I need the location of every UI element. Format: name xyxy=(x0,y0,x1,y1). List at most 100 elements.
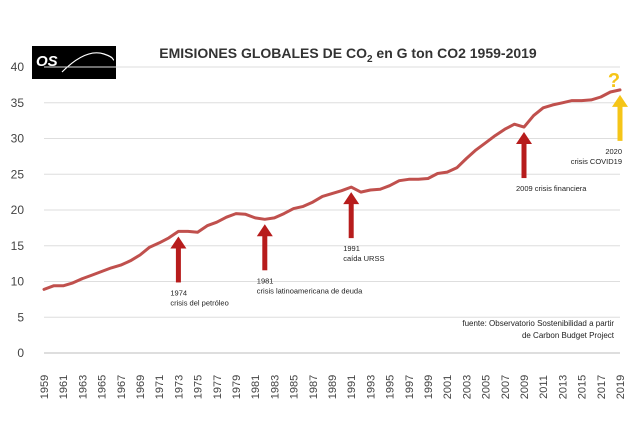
data-point xyxy=(43,288,45,290)
x-tick-label: 2005 xyxy=(481,375,493,399)
data-point xyxy=(293,208,295,210)
data-point xyxy=(590,99,592,101)
annotation-label: crisis del petróleo xyxy=(170,298,228,307)
arrow-head-icon xyxy=(516,132,532,145)
data-point xyxy=(427,177,429,180)
y-tick-label: 15 xyxy=(11,239,25,253)
data-point xyxy=(389,185,391,187)
x-tick-label: 1981 xyxy=(250,375,262,399)
annotation-label: crisis COVID19 xyxy=(571,157,622,166)
x-tick-label: 2015 xyxy=(577,375,589,399)
data-point xyxy=(283,213,285,215)
data-point xyxy=(360,191,362,193)
data-point xyxy=(600,96,602,98)
y-tick-label: 5 xyxy=(17,310,24,324)
y-axis-ticks: 0 5 10 15 20 25 30 35 40 xyxy=(11,60,25,360)
data-point xyxy=(206,225,208,227)
series-layer xyxy=(42,88,622,291)
data-point xyxy=(101,270,103,273)
x-tick-label: 1967 xyxy=(116,375,128,399)
data-point xyxy=(446,171,448,173)
source-note: fuente: Observatorio Sostenibilidad a pa… xyxy=(462,319,614,340)
data-point xyxy=(139,254,141,256)
x-tick-label: 1959 xyxy=(39,375,51,399)
data-point xyxy=(533,115,535,117)
os-logo: OS xyxy=(32,46,116,79)
x-tick-label: 2017 xyxy=(596,375,608,399)
source-line-1: fuente: Observatorio Sostenibilidad a pa… xyxy=(462,319,614,328)
x-tick-label: 1991 xyxy=(346,375,358,399)
x-tick-label: 1969 xyxy=(135,375,147,399)
title-prefix: EMISIONES GLOBALES DE CO xyxy=(159,45,367,61)
data-point xyxy=(408,178,410,180)
data-point xyxy=(465,157,467,160)
data-point xyxy=(53,285,55,287)
annotation-label: caída URSS xyxy=(343,254,384,263)
data-point xyxy=(245,213,247,215)
annotation-label: 2020 xyxy=(605,147,622,156)
x-tick-label: 2009 xyxy=(519,375,531,399)
x-tick-label: 1989 xyxy=(327,375,339,399)
data-point xyxy=(110,267,112,269)
y-tick-label: 35 xyxy=(11,96,25,110)
data-point xyxy=(187,230,189,232)
data-point xyxy=(619,89,621,91)
x-tick-label: 2007 xyxy=(500,375,512,399)
arrow-shaft xyxy=(521,143,527,179)
annotation-3: 2009 crisis financiera xyxy=(516,132,587,193)
annotation-label: crisis latinoamericana de deuda xyxy=(257,286,363,295)
data-point xyxy=(81,278,83,280)
data-point xyxy=(91,274,93,276)
y-tick-label: 20 xyxy=(11,203,25,217)
y-tick-label: 40 xyxy=(11,60,25,74)
data-point xyxy=(120,264,122,266)
x-tick-label: 1973 xyxy=(173,375,185,399)
data-point xyxy=(523,126,525,128)
x-tick-label: 1995 xyxy=(385,375,397,399)
arrow-shaft xyxy=(348,203,354,239)
data-point xyxy=(513,123,516,125)
data-point xyxy=(302,205,304,207)
arrow-shaft xyxy=(262,235,268,271)
data-point xyxy=(494,135,496,137)
chart-title: EMISIONES GLOBALES DE CO2 en G ton CO2 1… xyxy=(159,45,537,65)
x-tick-label: 1999 xyxy=(423,375,435,399)
arrow-head-icon xyxy=(612,94,628,107)
x-tick-label: 1963 xyxy=(77,375,89,399)
data-point xyxy=(456,167,458,169)
data-point xyxy=(177,230,179,232)
data-point xyxy=(321,195,323,197)
x-tick-label: 2019 xyxy=(615,375,627,399)
data-point xyxy=(149,246,151,248)
x-tick-label: 1979 xyxy=(231,375,243,399)
data-point xyxy=(254,217,256,219)
grid-lines xyxy=(44,66,620,354)
data-point xyxy=(158,242,160,244)
y-tick-label: 10 xyxy=(11,275,25,289)
logo-curve-icon xyxy=(61,52,115,73)
x-tick-label: 1983 xyxy=(269,375,281,399)
title-subscript: 2 xyxy=(367,54,373,65)
data-point xyxy=(561,102,564,104)
x-tick-label: 1997 xyxy=(404,375,416,399)
x-tick-label: 1971 xyxy=(154,375,166,399)
data-point xyxy=(504,128,506,130)
data-point xyxy=(475,149,477,151)
x-tick-label: 1985 xyxy=(289,375,301,399)
arrow-head-icon xyxy=(256,224,273,237)
data-point xyxy=(264,218,266,220)
y-tick-label: 25 xyxy=(11,167,25,181)
logo-box xyxy=(32,46,116,79)
x-axis-ticks: 1959 1961 1963 1965 1967 1969 1971 1973 1975 1977… xyxy=(39,375,627,399)
x-tick-label: 2003 xyxy=(461,375,473,399)
data-point xyxy=(168,237,170,239)
x-tick-label: 1975 xyxy=(193,375,205,399)
x-tick-label: 1961 xyxy=(58,375,70,399)
arrow-head-icon xyxy=(343,192,360,205)
data-point xyxy=(437,172,439,175)
